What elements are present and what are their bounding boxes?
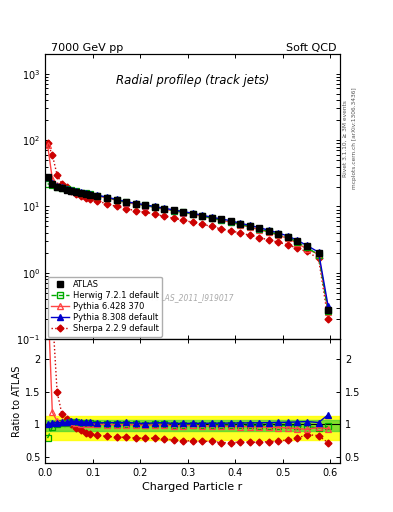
Legend: ATLAS, Herwig 7.2.1 default, Pythia 6.428 370, Pythia 8.308 default, Sherpa 2.2.: ATLAS, Herwig 7.2.1 default, Pythia 6.42… <box>48 277 162 337</box>
Text: ATLAS_2011_I919017: ATLAS_2011_I919017 <box>151 293 234 302</box>
Y-axis label: Ratio to ATLAS: Ratio to ATLAS <box>12 366 22 437</box>
Text: Soft QCD: Soft QCD <box>286 42 337 53</box>
X-axis label: Charged Particle r: Charged Particle r <box>142 482 243 493</box>
Text: Rivet 3.1.10, ≥ 3M events: Rivet 3.1.10, ≥ 3M events <box>343 100 348 177</box>
Text: Radial profileρ (track jets): Radial profileρ (track jets) <box>116 74 269 87</box>
Bar <box>45 416 340 440</box>
Text: 7000 GeV pp: 7000 GeV pp <box>51 42 123 53</box>
Bar <box>45 420 340 431</box>
Text: mcplots.cern.ch [arXiv:1306.3436]: mcplots.cern.ch [arXiv:1306.3436] <box>352 88 357 189</box>
